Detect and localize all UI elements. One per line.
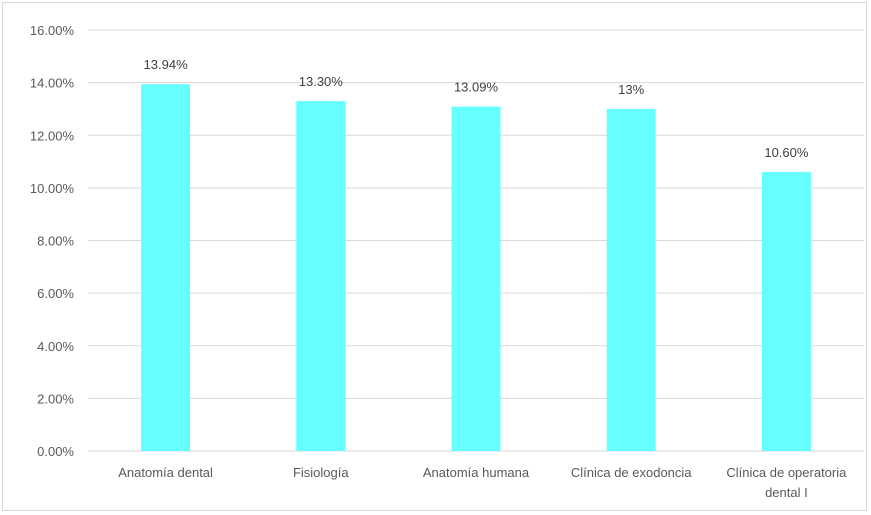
x-category-label: Fisiología xyxy=(293,465,349,480)
data-label: 13.09% xyxy=(454,80,499,95)
y-tick-label: 12.00% xyxy=(30,128,75,143)
y-tick-label: 10.00% xyxy=(30,181,75,196)
bar xyxy=(296,101,346,451)
data-label: 13.30% xyxy=(299,74,344,89)
x-category-label: dental I xyxy=(765,485,808,500)
bar xyxy=(761,172,811,451)
bar xyxy=(606,108,656,451)
data-label: 13% xyxy=(618,82,644,97)
x-category-label: Clínica de exodoncia xyxy=(571,465,692,480)
x-category-label: Anatomía dental xyxy=(118,465,213,480)
y-tick-label: 2.00% xyxy=(37,391,74,406)
data-label: 13.94% xyxy=(144,57,189,72)
y-tick-label: 6.00% xyxy=(37,286,74,301)
x-category-label: Anatomía humana xyxy=(423,465,530,480)
y-tick-label: 14.00% xyxy=(30,76,75,91)
bar xyxy=(451,106,501,452)
bar xyxy=(141,84,191,452)
y-tick-label: 4.00% xyxy=(37,339,74,354)
y-tick-label: 16.00% xyxy=(30,23,75,38)
y-tick-label: 8.00% xyxy=(37,234,74,249)
y-tick-label: 0.00% xyxy=(37,444,74,459)
data-label: 10.60% xyxy=(764,145,809,160)
x-category-label: Clínica de operatoria xyxy=(726,465,847,480)
